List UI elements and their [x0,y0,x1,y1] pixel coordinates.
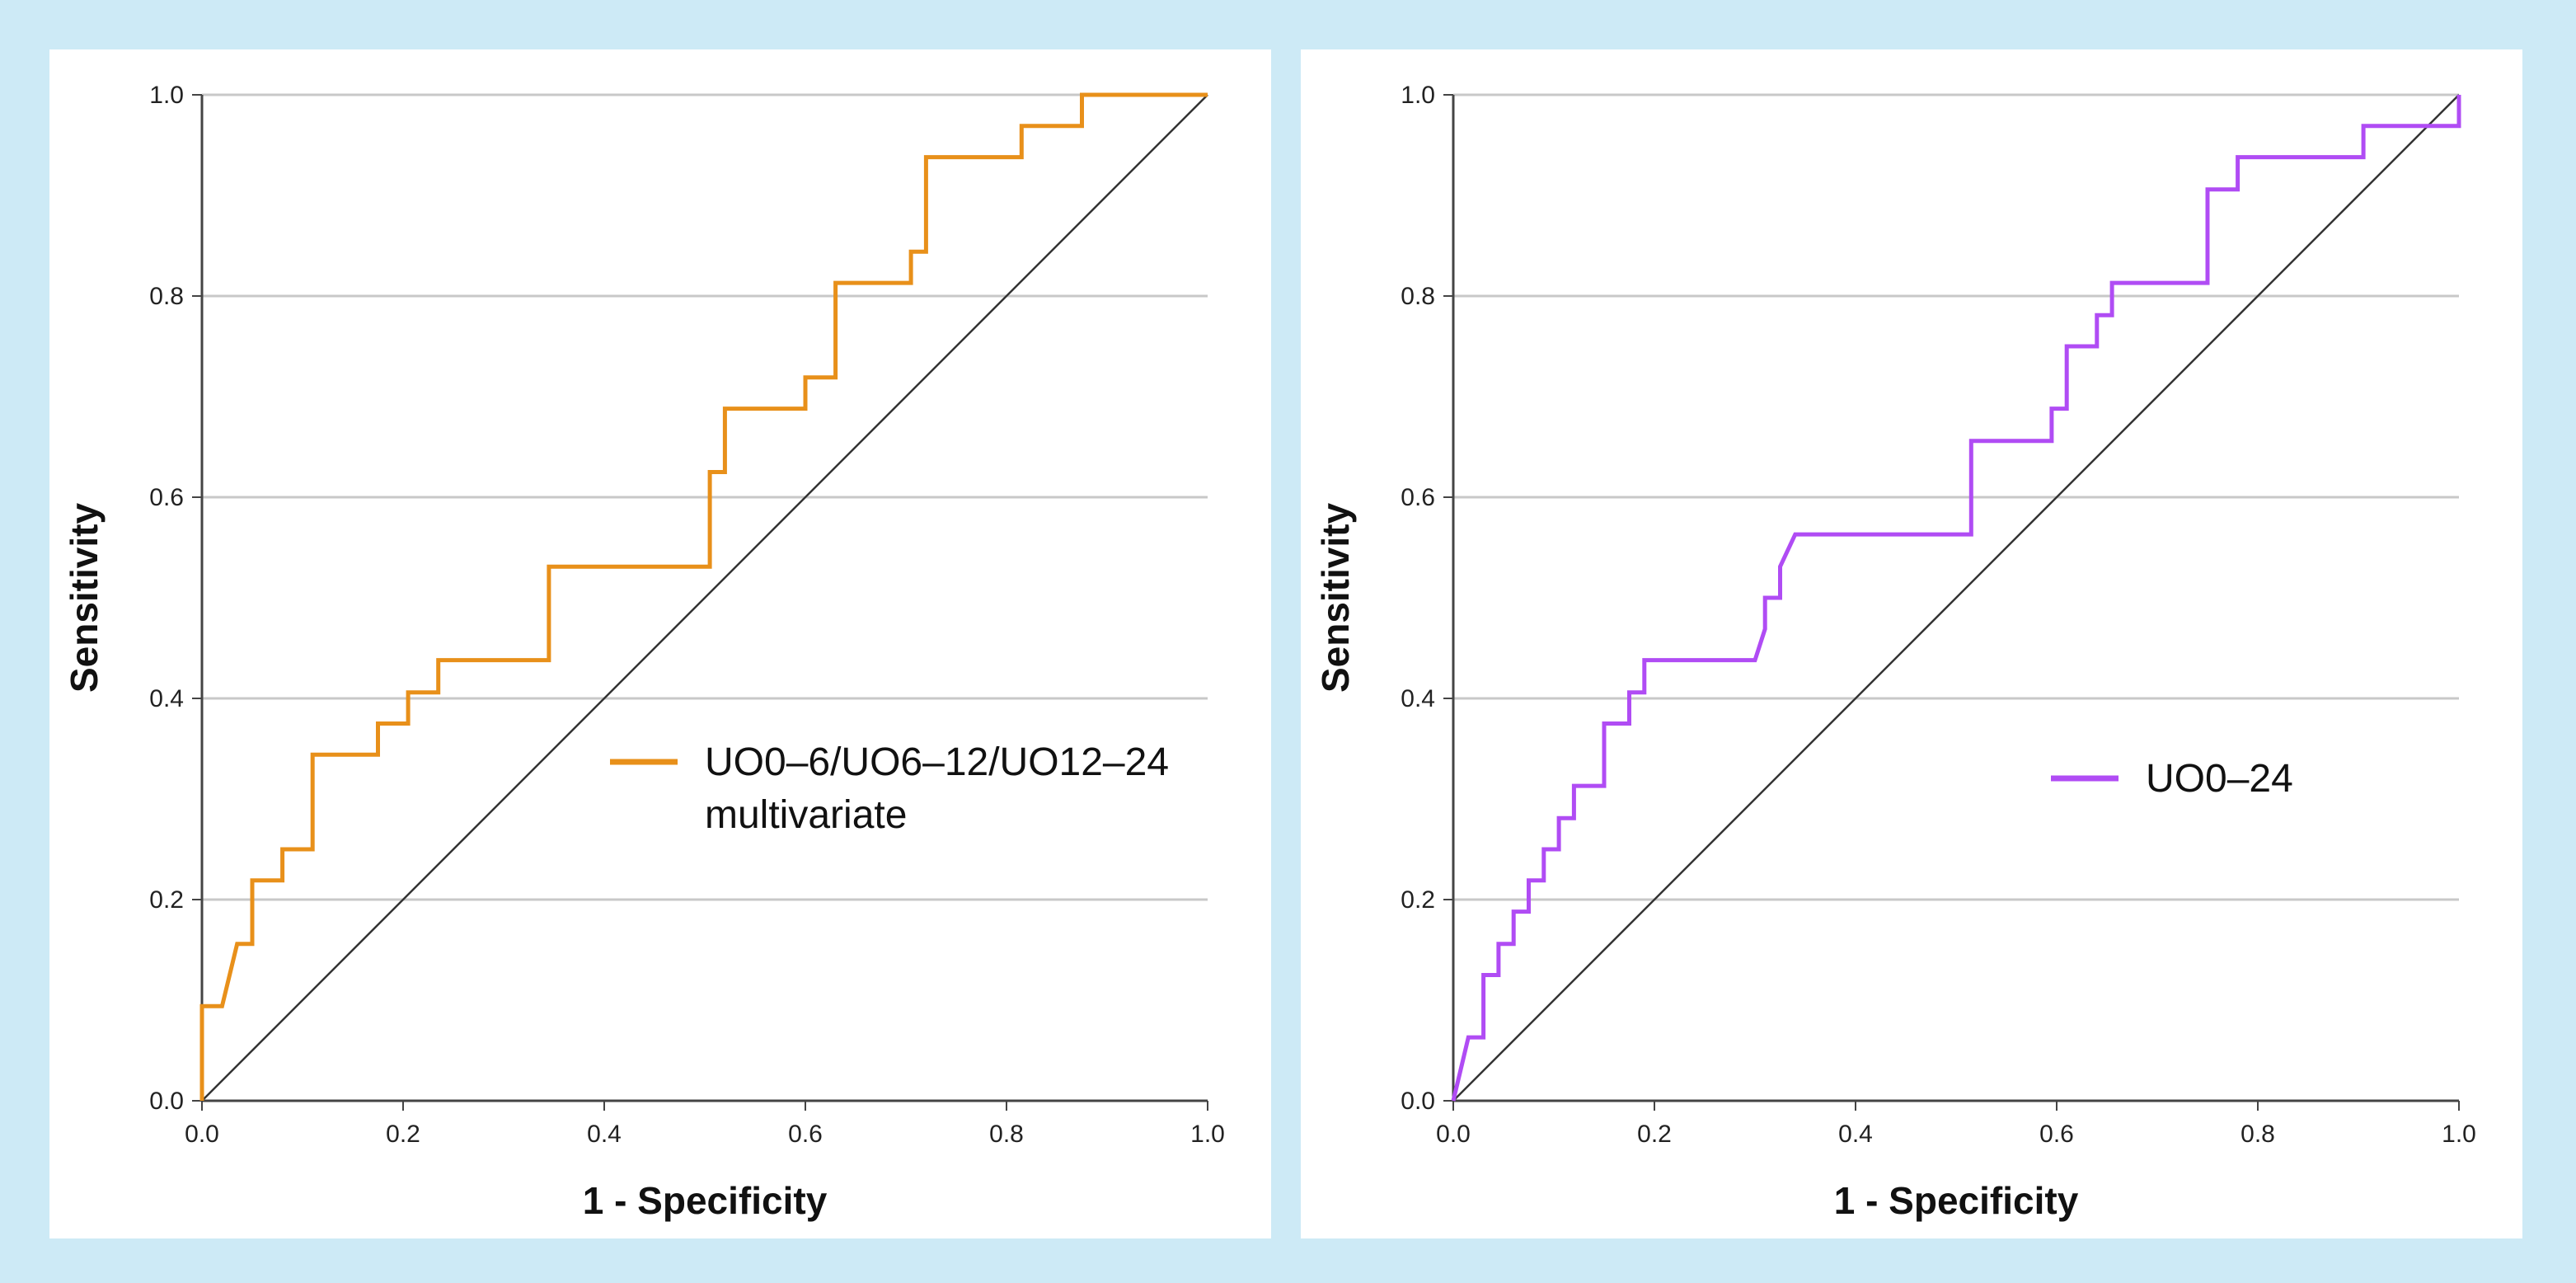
x-tick-label: 0.6 [2039,1121,2074,1148]
x-axis-title: 1 - Specificity [583,1179,828,1222]
y-tick-label: 0.0 [149,1088,184,1115]
x-tick-label: 0.8 [2241,1121,2275,1148]
x-tick-label: 0.4 [587,1121,622,1148]
legend-label: multivariate [705,793,907,837]
x-tick-label: 0.0 [1436,1121,1471,1148]
x-tick-label: 0.2 [386,1121,420,1148]
x-tick-label: 1.0 [2442,1121,2476,1148]
x-tick-label: 0.6 [788,1121,823,1148]
y-tick-label: 0.0 [1401,1088,1435,1115]
y-tick-label: 0.4 [1401,685,1435,712]
roc-curve-0 [1451,95,2461,1102]
y-tick-label: 1.0 [149,82,184,109]
y-tick-label: 0.4 [149,685,184,712]
y-tick-label: 0.2 [1401,886,1435,914]
x-axis-title: 1 - Specificity [1834,1179,2079,1222]
reference-diagonal-line [1452,94,2460,1102]
y-tick-label: 0.2 [149,886,184,914]
x-tick-label: 0.0 [185,1121,219,1148]
y-tick-label: 0.6 [1401,484,1435,511]
reference-diagonal-line [201,94,1208,1102]
roc-chart-uo0-24: 0.0 0.2 0.4 0.6 0.8 1.0 0.0 0.2 0.4 0.6 0.8 1.0 UO0–… [1314,82,2476,1222]
x-tick-label: 0.8 [989,1121,1024,1148]
legend-label: UO0–24 [2146,757,2293,801]
y-tick-label: 1.0 [1401,82,1435,109]
legend-label: UO0–6/UO6–12/UO12–24 [705,740,1169,784]
y-axis-title: Sensitivity [1314,503,1357,693]
right-roc-panel: 0.0 0.2 0.4 0.6 0.8 1.0 0.0 0.2 0.4 0.6 0.8 1.0 UO0–… [1301,49,2522,1238]
y-tick-label: 0.8 [1401,283,1435,310]
y-tick-label: 0.8 [149,283,184,310]
x-tick-label: 0.4 [1838,1121,1873,1148]
y-tick-label: 0.6 [149,484,184,511]
y-axis-title: Sensitivity [63,503,106,693]
roc-chart-multivariate: 0.0 0.2 0.4 0.6 0.8 1.0 0.0 0.2 0.4 0.6 0.8 1.0 UO0–… [63,82,1225,1222]
roc-curve-0 [199,92,1208,1101]
x-tick-label: 0.2 [1637,1121,1672,1148]
x-tick-label: 1.0 [1190,1121,1225,1148]
left-roc-panel: 0.0 0.2 0.4 0.6 0.8 1.0 0.0 0.2 0.4 0.6 0.8 1.0 UO0–… [49,49,1271,1238]
